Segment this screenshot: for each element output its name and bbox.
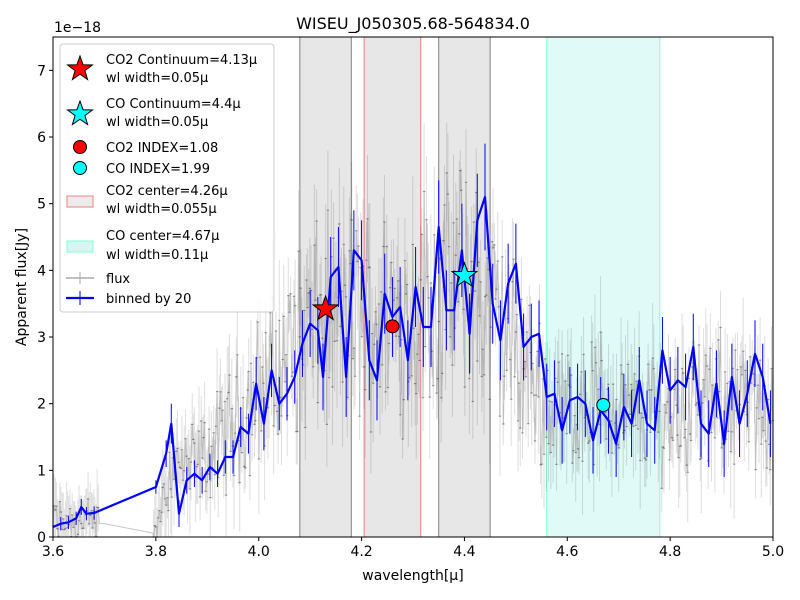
- y-axis-label: Apparent flux[Jy]: [14, 228, 30, 346]
- marker-star-0: [311, 294, 340, 321]
- binned-series: [52, 143, 772, 534]
- legend-label-co2-continuum: CO2 Continuum=4.13μ: [106, 53, 257, 68]
- legend-patch-co2-center: [66, 195, 94, 208]
- x-tick-label-1: 3.8: [145, 544, 167, 560]
- index-markers: [311, 261, 611, 412]
- legend-label-flux: flux: [106, 272, 130, 287]
- y-tick-label-6: 6: [37, 130, 46, 146]
- legend-label-co-center-width: wl width=0.11μ: [106, 248, 208, 263]
- legend-label-co-continuum: CO Continuum=4.4μ: [106, 97, 241, 112]
- legend: CO2 Continuum=4.13μ wl width=0.05μ CO Cont…: [59, 43, 275, 313]
- legend-label-co-index: CO INDEX=1.99: [106, 162, 210, 177]
- x-tick-label-2: 4.0: [248, 544, 270, 560]
- legend-label-co2-center-width: wl width=0.055μ: [106, 202, 217, 217]
- y-tick-label-5: 5: [37, 197, 46, 213]
- x-tick-label-4: 4.4: [453, 544, 475, 560]
- x-tick-label-0: 3.6: [42, 544, 64, 560]
- x-axis-ticks: 3.6 3.8 4.0 4.2 4.4 4.6 4.8 5.0: [42, 537, 784, 560]
- y-tick-label-0: 0: [37, 530, 46, 546]
- x-tick-label-6: 4.8: [659, 544, 681, 560]
- y-tick-label-2: 2: [37, 397, 46, 413]
- plot-frame: [52, 36, 774, 538]
- legend-patch-co-center: [66, 240, 94, 253]
- legend-label-binned: binned by 20: [106, 292, 191, 307]
- y-tick-label-7: 7: [37, 63, 46, 79]
- x-tick-label-5: 4.6: [556, 544, 578, 560]
- y-tick-label-3: 3: [37, 330, 46, 346]
- y-tick-label-1: 1: [37, 463, 46, 479]
- y-axis-multiplier: 1e−18: [54, 20, 101, 36]
- marker-circle-2: [385, 319, 400, 334]
- band-3: [546, 37, 660, 537]
- chart-title: WISEU_J050305.68-564834.0: [296, 14, 530, 34]
- legend-star-co: [66, 99, 94, 126]
- legend-label-co-center: CO center=4.67μ: [106, 229, 219, 244]
- marker-circle-3: [596, 398, 611, 412]
- x-tick-label-7: 5.0: [762, 544, 784, 560]
- legend-label-co2-index: CO2 INDEX=1.08: [106, 141, 218, 156]
- binned-line: [52, 195, 772, 529]
- legend-circle-co2: [73, 140, 87, 154]
- y-tick-label-4: 4: [37, 263, 46, 279]
- y-axis-ticks: 0 1 2 3 4 5 6 7: [37, 63, 53, 546]
- legend-circle-co: [73, 161, 87, 175]
- legend-star-co2: [66, 54, 94, 81]
- flux-line: [52, 170, 774, 538]
- legend-box: [59, 43, 275, 313]
- legend-label-co-continuum-width: wl width=0.05μ: [106, 115, 208, 130]
- legend-label-co2-continuum-width: wl width=0.05μ: [106, 71, 208, 86]
- legend-label-co2-center: CO2 center=4.26μ: [106, 184, 228, 199]
- wavelength-bands: [299, 37, 661, 537]
- x-axis-label: wavelength[μ]: [362, 568, 463, 584]
- marker-star-1: [450, 261, 479, 288]
- x-tick-label-3: 4.2: [350, 544, 372, 560]
